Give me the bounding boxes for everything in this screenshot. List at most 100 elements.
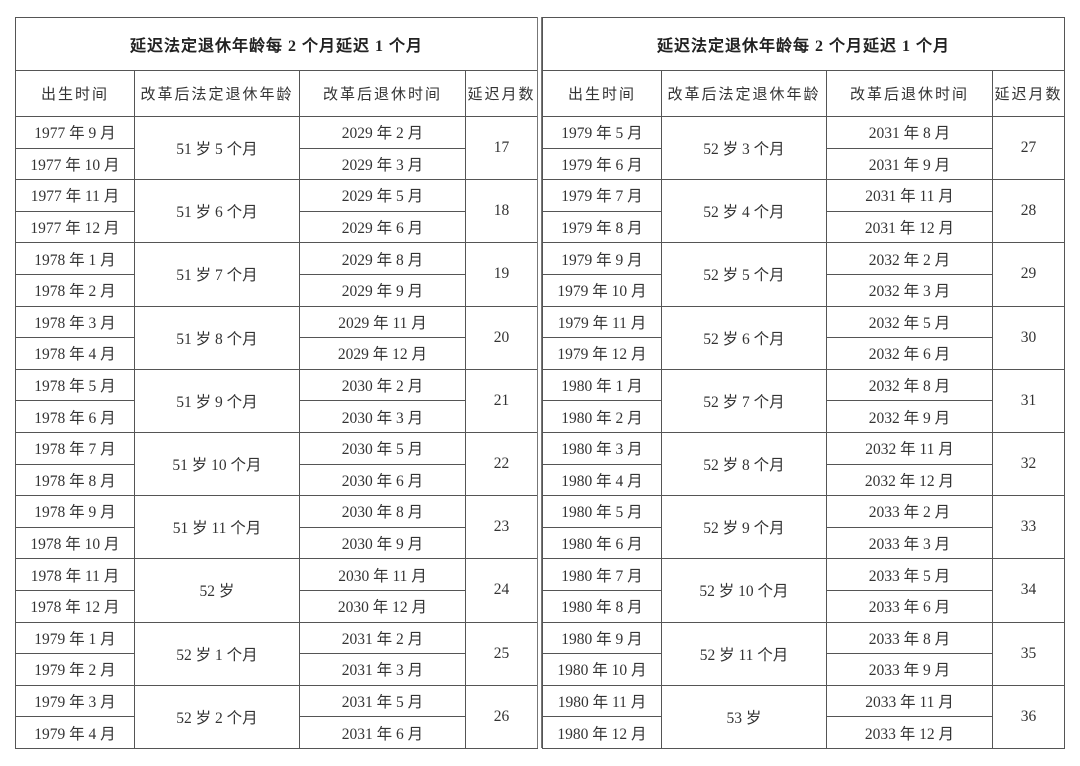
delay-months-cell: 20 — [464, 305, 539, 370]
retirement-date-cell: 2033 年 5 月 — [826, 558, 993, 591]
table-row: 1980 年 5 月 52 岁 9 个月 2033 年 2 月 33 — [542, 495, 1066, 560]
delay-months-cell: 29 — [991, 242, 1066, 307]
table-row: 1978 年 10 月 2030 年 9 月 — [15, 526, 538, 560]
delay-months-cell: 18 — [464, 179, 539, 244]
table-row: 1980 年 11 月 53 岁 2033 年 11 月 36 — [542, 684, 1066, 749]
retirement-date-cell: 2031 年 5 月 — [299, 684, 466, 718]
retirement-age-cell: 51 岁 9 个月 — [134, 368, 300, 433]
table-row: 1979 年 9 月 52 岁 5 个月 2032 年 2 月 29 — [542, 242, 1066, 307]
retirement-date-cell: 2031 年 3 月 — [299, 653, 466, 686]
header-retirement-date: 改革后退休时间 — [299, 70, 466, 117]
birth-date-cell: 1979 年 12 月 — [542, 337, 662, 370]
retirement-date-cell: 2033 年 9 月 — [826, 653, 993, 686]
table-row: 1978 年 4 月 2029 年 12 月 — [15, 337, 538, 370]
table-row: 1978 年 9 月 51 岁 11 个月 2030 年 8 月 23 — [15, 495, 539, 560]
retirement-date-cell: 2031 年 12 月 — [826, 210, 993, 244]
retirement-date-cell: 2031 年 2 月 — [299, 621, 466, 655]
birth-date-cell: 1978 年 7 月 — [15, 431, 135, 465]
retirement-date-cell: 2029 年 3 月 — [299, 147, 466, 181]
retirement-date-cell: 2029 年 6 月 — [299, 210, 466, 244]
retirement-table-left: 延迟法定退休年龄每 2 个月延迟 1 个月 出生时间 改革后法定退休年龄 改革后退休时… — [14, 17, 539, 749]
birth-date-cell: 1979 年 9 月 — [542, 242, 662, 275]
delay-months-cell: 31 — [991, 368, 1066, 433]
retirement-date-cell: 2033 年 2 月 — [826, 495, 993, 528]
table-row: 1979 年 5 月 52 岁 3 个月 2031 年 8 月 27 — [542, 115, 1066, 181]
delay-months-cell: 23 — [464, 495, 539, 560]
retirement-age-cell: 51 岁 7 个月 — [134, 242, 300, 307]
table-row: 1978 年 11 月 52 岁 2030 年 11 月 24 — [15, 558, 539, 623]
retirement-age-cell: 52 岁 10 个月 — [661, 558, 827, 623]
birth-date-cell: 1978 年 12 月 — [15, 589, 135, 623]
table-row: 1978 年 2 月 2029 年 9 月 — [15, 273, 538, 307]
retirement-date-cell: 2033 年 11 月 — [826, 684, 993, 718]
retirement-age-cell: 51 岁 11 个月 — [134, 495, 300, 560]
table-row: 1979 年 3 月 52 岁 2 个月 2031 年 5 月 26 — [15, 684, 539, 749]
retirement-date-cell: 2030 年 6 月 — [299, 463, 466, 497]
birth-date-cell: 1979 年 8 月 — [542, 210, 662, 244]
header-delay-months: 延迟月数 — [464, 70, 539, 117]
birth-date-cell: 1980 年 9 月 — [542, 621, 662, 655]
retirement-age-cell: 51 岁 5 个月 — [134, 115, 300, 181]
header-delay-months: 延迟月数 — [991, 70, 1066, 117]
retirement-date-cell: 2032 年 11 月 — [826, 431, 993, 465]
table-row: 1979 年 1 月 52 岁 1 个月 2031 年 2 月 25 — [15, 621, 539, 686]
retirement-table: 延迟法定退休年龄每 2 个月延迟 1 个月 出生时间 改革后法定退休年龄 改革后退休时… — [14, 17, 539, 749]
retirement-date-cell: 2030 年 12 月 — [299, 589, 466, 623]
retirement-age-cell: 52 岁 11 个月 — [661, 621, 827, 686]
table-row: 1979 年 11 月 52 岁 6 个月 2032 年 5 月 30 — [542, 305, 1066, 370]
table-row: 1979 年 4 月 2031 年 6 月 — [15, 716, 538, 749]
birth-date-cell: 1980 年 7 月 — [542, 558, 662, 591]
title-row: 延迟法定退休年龄每 2 个月延迟 1 个月 — [541, 17, 1066, 71]
retirement-date-cell: 2030 年 9 月 — [299, 526, 466, 560]
birth-date-cell: 1980 年 5 月 — [542, 495, 662, 528]
birth-date-cell: 1980 年 1 月 — [542, 368, 662, 402]
retirement-age-cell: 52 岁 — [134, 558, 300, 623]
birth-date-cell: 1980 年 6 月 — [542, 526, 662, 560]
retirement-date-cell: 2029 年 2 月 — [299, 116, 466, 149]
delay-months-cell: 28 — [991, 179, 1066, 244]
birth-date-cell: 1980 年 4 月 — [542, 463, 662, 497]
birth-date-cell: 1977 年 9 月 — [15, 116, 135, 149]
birth-date-cell: 1979 年 3 月 — [15, 684, 135, 718]
birth-date-cell: 1978 年 6 月 — [15, 400, 135, 433]
birth-date-cell: 1979 年 1 月 — [15, 621, 135, 655]
table-row: 1978 年 1 月 51 岁 7 个月 2029 年 8 月 19 — [15, 242, 539, 307]
retirement-date-cell: 2033 年 3 月 — [826, 526, 993, 560]
retirement-age-cell: 52 岁 1 个月 — [134, 621, 300, 686]
retirement-date-cell: 2031 年 9 月 — [826, 147, 993, 181]
delay-months-cell: 19 — [464, 242, 539, 307]
table-row: 1980 年 9 月 52 岁 11 个月 2033 年 8 月 35 — [542, 621, 1066, 686]
retirement-age-cell: 52 岁 7 个月 — [661, 368, 827, 433]
delay-months-cell: 36 — [991, 684, 1066, 749]
retirement-date-cell: 2030 年 11 月 — [299, 558, 466, 591]
retirement-date-cell: 2029 年 12 月 — [299, 337, 466, 370]
delay-months-cell: 26 — [464, 684, 539, 749]
retirement-date-cell: 2032 年 2 月 — [826, 242, 993, 275]
birth-date-cell: 1980 年 10 月 — [542, 653, 662, 686]
birth-date-cell: 1980 年 3 月 — [542, 431, 662, 465]
birth-date-cell: 1979 年 2 月 — [15, 653, 135, 686]
delay-months-cell: 24 — [464, 558, 539, 623]
retirement-date-cell: 2031 年 11 月 — [826, 179, 993, 212]
birth-date-cell: 1977 年 12 月 — [15, 210, 135, 244]
delay-months-cell: 17 — [464, 115, 539, 181]
birth-date-cell: 1978 年 9 月 — [15, 495, 135, 528]
retirement-date-cell: 2030 年 2 月 — [299, 368, 466, 402]
table-row: 1980 年 10 月 2033 年 9 月 — [542, 653, 1065, 686]
retirement-date-cell: 2031 年 8 月 — [826, 116, 993, 149]
table-row: 1978 年 6 月 2030 年 3 月 — [15, 400, 538, 433]
birth-date-cell: 1979 年 11 月 — [542, 305, 662, 339]
birth-date-cell: 1978 年 8 月 — [15, 463, 135, 497]
retirement-date-cell: 2032 年 12 月 — [826, 463, 993, 497]
birth-date-cell: 1980 年 11 月 — [542, 684, 662, 718]
delay-months-cell: 25 — [464, 621, 539, 686]
retirement-age-cell: 52 岁 2 个月 — [134, 684, 300, 749]
retirement-age-cell: 52 岁 9 个月 — [661, 495, 827, 560]
birth-date-cell: 1978 年 5 月 — [15, 368, 135, 402]
retirement-table-right: 延迟法定退休年龄每 2 个月延迟 1 个月 出生时间 改革后法定退休年龄 改革后退休时… — [541, 17, 1066, 749]
table-row: 1978 年 5 月 51 岁 9 个月 2030 年 2 月 21 — [15, 368, 539, 433]
table-row: 1977 年 10 月 2029 年 3 月 — [15, 147, 538, 181]
retirement-age-cell: 51 岁 8 个月 — [134, 305, 300, 370]
title-row: 延迟法定退休年龄每 2 个月延迟 1 个月 — [14, 17, 539, 71]
retirement-age-cell: 52 岁 6 个月 — [661, 305, 827, 370]
